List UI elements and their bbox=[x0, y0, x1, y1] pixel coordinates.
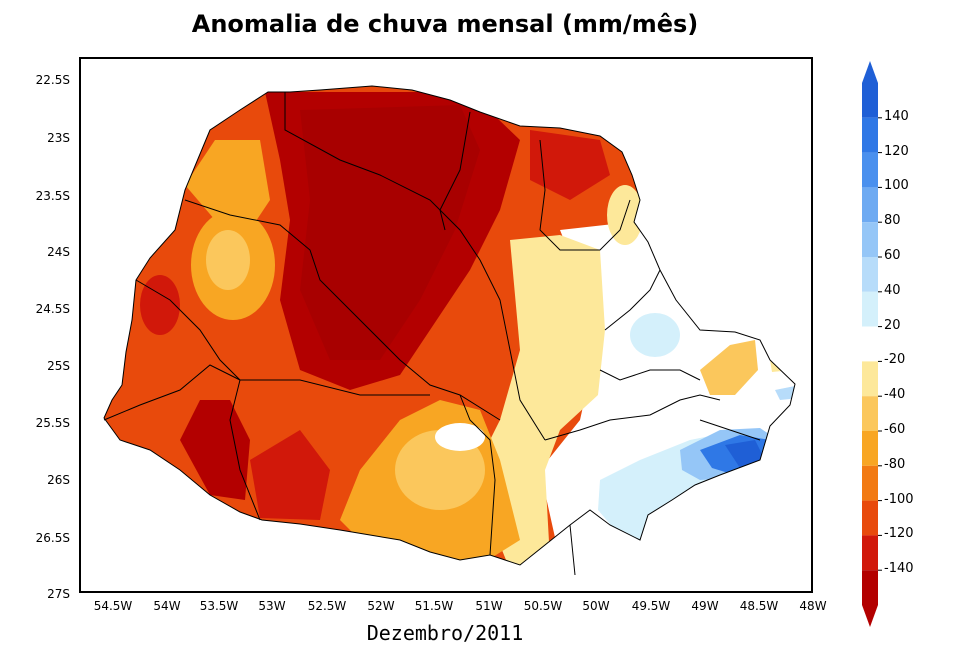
colorbar-label: 100 bbox=[884, 178, 909, 194]
y-tick: 25S bbox=[47, 359, 70, 373]
y-tick: 26S bbox=[47, 473, 70, 487]
chart-title: Anomalia de chuva mensal (mm/mês) bbox=[191, 10, 699, 38]
y-tick: 23.5S bbox=[35, 189, 70, 203]
y-tick: 22.5S bbox=[35, 73, 70, 87]
y-tick: 24.5S bbox=[35, 302, 70, 316]
x-tick: 54W bbox=[153, 599, 181, 613]
x-tick: 52W bbox=[367, 599, 395, 613]
x-tick: 49.5W bbox=[631, 599, 671, 613]
x-tick: 49W bbox=[691, 599, 719, 613]
colorbar-label: 80 bbox=[884, 213, 901, 229]
x-tick: 53.5W bbox=[199, 599, 239, 613]
x-tick: 52.5W bbox=[307, 599, 347, 613]
y-tick: 25.5S bbox=[35, 416, 70, 430]
colorbar-label: 40 bbox=[884, 282, 901, 298]
colorbar-label: -40 bbox=[884, 387, 906, 403]
x-tick: 54.5W bbox=[93, 599, 133, 613]
x-tick: 51.5W bbox=[414, 599, 454, 613]
x-tick: 48.5W bbox=[739, 599, 779, 613]
x-tick: 50W bbox=[582, 599, 610, 613]
colorbar-label: 120 bbox=[884, 143, 909, 159]
y-tick: 24S bbox=[47, 245, 70, 259]
x-tick: 53W bbox=[258, 599, 286, 613]
colorbar-label: -120 bbox=[884, 526, 914, 542]
colorbar-label: -80 bbox=[884, 456, 906, 472]
y-tick: 23S bbox=[47, 131, 70, 145]
state-boundary bbox=[103, 85, 796, 566]
y-tick: 27S bbox=[47, 587, 70, 601]
colorbar-label: -140 bbox=[884, 561, 914, 577]
period-label: Dezembro/2011 bbox=[366, 621, 524, 645]
colorbar-label: -20 bbox=[884, 352, 906, 368]
y-tick: 26.5S bbox=[35, 531, 70, 545]
colorbar-label: 20 bbox=[884, 317, 901, 333]
colorbar-label: 60 bbox=[884, 248, 901, 263]
x-tick: 51W bbox=[475, 599, 503, 613]
x-tick: 50.5W bbox=[523, 599, 563, 613]
region-boundaries bbox=[103, 92, 761, 576]
colorbar-label: 140 bbox=[884, 108, 909, 124]
x-tick: 48W bbox=[799, 599, 827, 613]
colorbar-label: -100 bbox=[884, 491, 914, 507]
colorbar-label: -60 bbox=[884, 422, 906, 437]
